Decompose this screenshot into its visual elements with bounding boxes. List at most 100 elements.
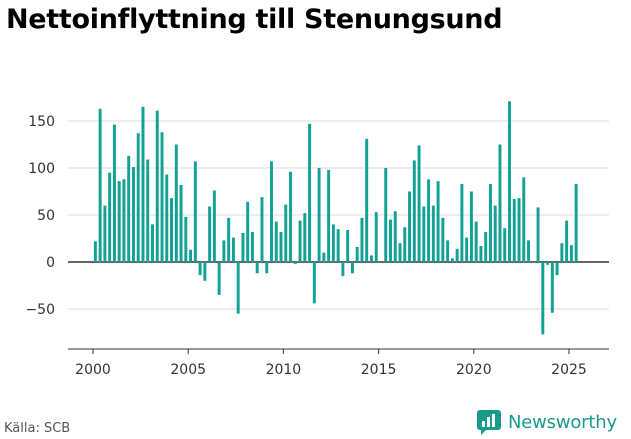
y-tick-label: −50 (25, 302, 55, 318)
bar (198, 262, 202, 276)
bar (517, 198, 521, 262)
bar (531, 262, 535, 263)
bar (184, 216, 188, 262)
bar (312, 262, 316, 304)
bar (427, 179, 431, 262)
bar (422, 206, 426, 262)
bar (441, 217, 445, 262)
bar (289, 171, 293, 262)
bar (512, 199, 516, 262)
y-tick-label: 50 (37, 208, 55, 224)
bar (360, 217, 364, 262)
x-tick-label: 2020 (456, 362, 492, 378)
brand-name: Newsworthy (508, 411, 617, 433)
bar (241, 232, 245, 262)
bar (398, 243, 402, 262)
bar (151, 224, 154, 262)
bar (165, 174, 169, 262)
x-tick-label: 2010 (266, 362, 302, 378)
bar (255, 262, 259, 274)
bar (122, 179, 126, 262)
bar (189, 249, 193, 262)
bar (527, 240, 531, 262)
bar (460, 183, 464, 262)
bar (341, 262, 345, 277)
bar (236, 262, 240, 314)
bar (379, 262, 383, 263)
chart-title: Nettoinflyttning till Stenungsund (6, 4, 503, 35)
bar (374, 212, 378, 262)
bar (274, 221, 278, 262)
bar (336, 229, 340, 262)
bar (293, 262, 297, 264)
bar (331, 224, 335, 262)
x-tick-label: 2005 (170, 362, 206, 378)
bar (503, 228, 507, 262)
bar (436, 181, 440, 262)
bar (369, 255, 373, 262)
bar (93, 241, 97, 262)
bar (108, 172, 112, 262)
bar (146, 159, 150, 262)
x-tick-label: 2000 (75, 362, 111, 378)
bar (250, 231, 254, 262)
source-label: Källa: SCB (4, 421, 71, 436)
bar (365, 138, 369, 262)
y-tick-label: 100 (28, 161, 55, 177)
bar (574, 183, 578, 262)
bar (265, 262, 269, 274)
bar (446, 240, 450, 262)
bar (303, 213, 307, 262)
y-tick-label: 150 (28, 114, 55, 130)
bar (541, 262, 545, 335)
bar (350, 262, 354, 274)
bar (322, 252, 326, 262)
bar (346, 230, 350, 262)
bar (546, 262, 550, 265)
brand: Newsworthy (476, 409, 617, 435)
x-axis: 2000 2005 2010 2015 2020 2025 (68, 348, 609, 378)
bar (493, 205, 497, 262)
bar (565, 220, 569, 262)
bar (412, 160, 416, 262)
bar (508, 101, 511, 262)
bar (403, 227, 407, 262)
y-tick-label: 0 (46, 255, 55, 271)
bar (560, 243, 564, 262)
bar (98, 108, 102, 262)
bar (284, 204, 288, 262)
bar (465, 237, 469, 262)
x-tick-label: 2015 (361, 362, 397, 378)
newsworthy-logo-icon (477, 410, 501, 435)
bar (431, 205, 435, 262)
bar (227, 217, 231, 262)
bar (193, 161, 197, 262)
bar (522, 177, 526, 262)
bar (555, 262, 559, 276)
bar (260, 197, 264, 262)
bar (174, 144, 178, 262)
bar (203, 262, 207, 281)
bar (327, 169, 331, 262)
bar (479, 246, 483, 262)
bar (355, 246, 359, 262)
bar (455, 248, 459, 262)
bar (179, 184, 183, 262)
bar (389, 219, 392, 262)
bar (550, 262, 554, 313)
bar (131, 167, 135, 262)
x-tick-label: 2025 (551, 362, 587, 378)
bar (469, 191, 473, 262)
bar (160, 132, 164, 262)
bar (155, 110, 159, 262)
bar (308, 123, 312, 262)
bar (217, 262, 221, 295)
bar (208, 206, 212, 262)
bar (393, 211, 397, 262)
bar (222, 240, 226, 262)
bar (298, 220, 302, 262)
y-axis: −50 0 50 100 150 (25, 114, 55, 318)
bar (474, 221, 478, 262)
bar (317, 168, 321, 262)
